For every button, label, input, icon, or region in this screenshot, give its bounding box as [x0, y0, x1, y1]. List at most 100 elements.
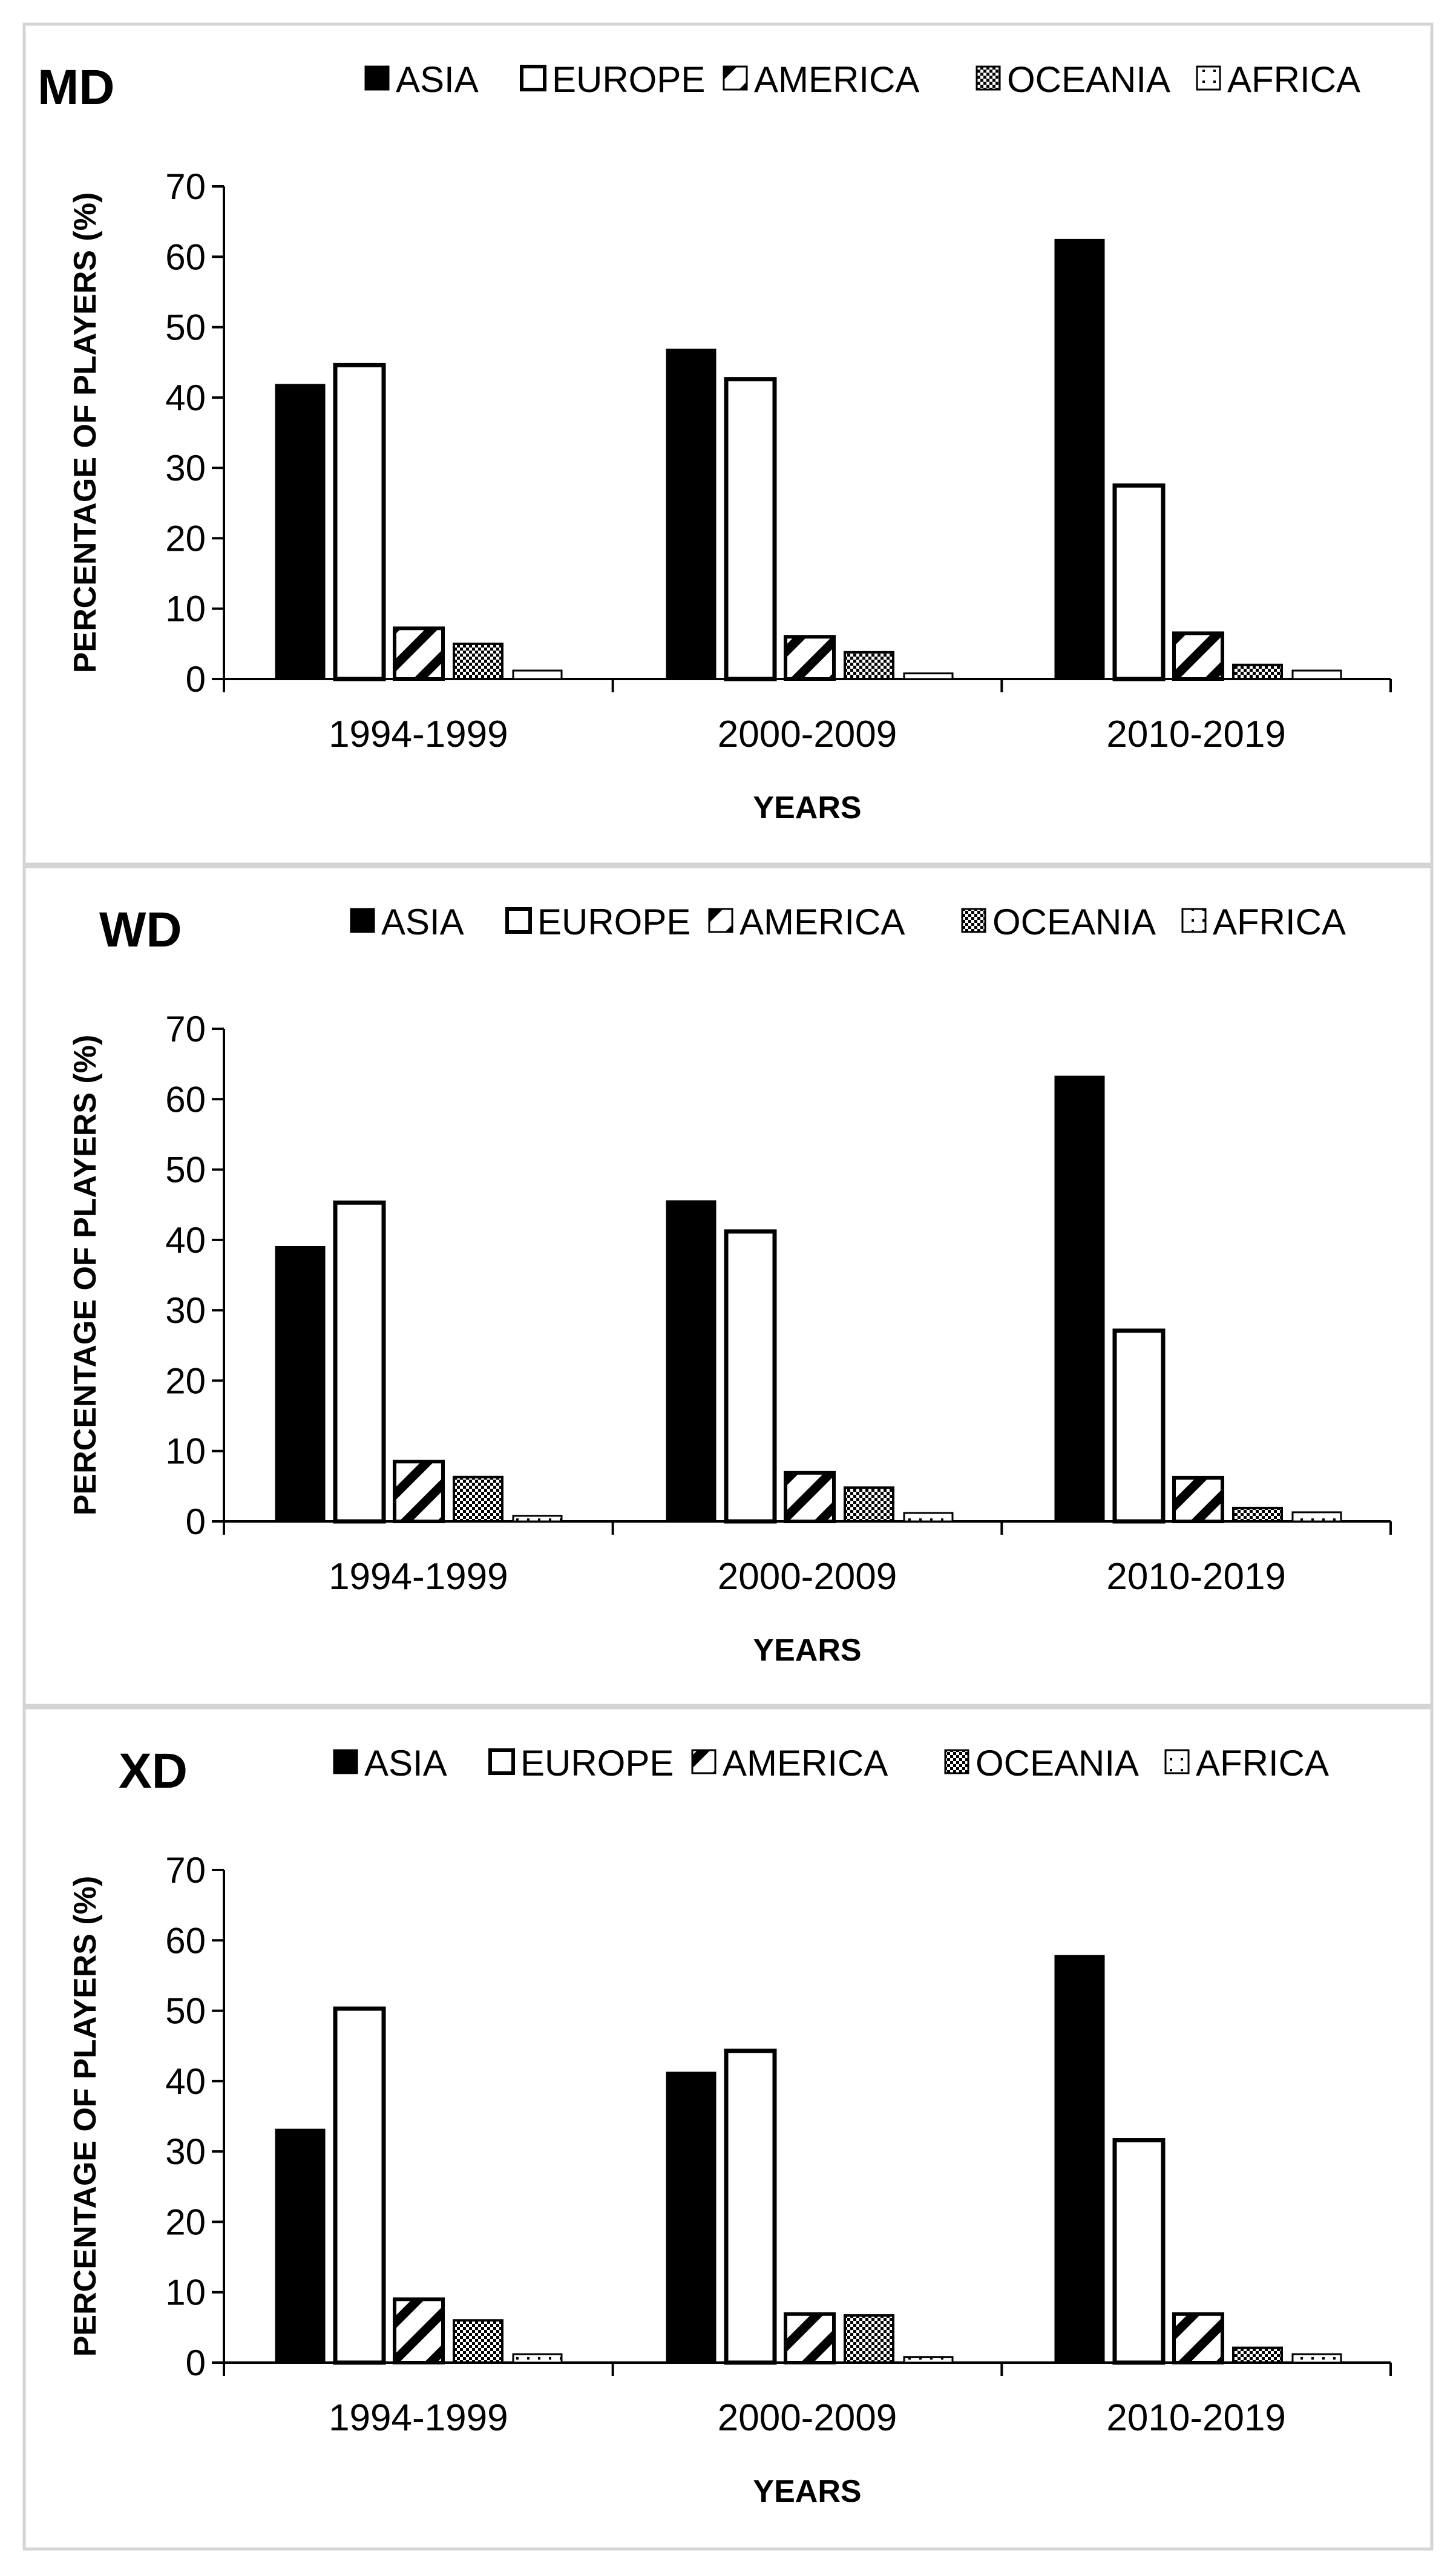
legend-item-america: AMERICA — [723, 59, 919, 100]
y-tick-label: 60 — [165, 1920, 206, 1961]
legend-label: OCEANIA — [976, 1743, 1139, 1783]
legend-swatch-asia — [364, 65, 390, 91]
chart-panel-wd: WD ASIA EUROPE AMERICA OCEANIA AFRICA 0 10 20 30 4… — [22, 865, 1434, 1707]
bar-asia-1994-1999 — [275, 2128, 326, 2364]
legend-item-america: AMERICA — [708, 902, 905, 942]
legend-label: ASIA — [364, 1743, 447, 1783]
bar-asia-1994-1999 — [275, 1245, 326, 1523]
bar-africa-1994-1999 — [512, 669, 563, 680]
bar-oceania-2000-2009 — [844, 1486, 894, 1523]
bar-america-2000-2009 — [784, 635, 836, 681]
bar-europe-2000-2009 — [724, 2049, 777, 2365]
bar-oceania-1994-1999 — [453, 1475, 503, 1523]
legend-label: ASIA — [396, 59, 479, 100]
x-category-label: 2010-2019 — [1106, 2397, 1286, 2439]
y-tick-label: 10 — [165, 589, 206, 629]
legend-item-oceania: OCEANIA — [961, 902, 1156, 942]
legend-swatch-oceania — [976, 65, 1001, 91]
y-tick-label: 50 — [165, 1150, 206, 1190]
y-tick-label: 0 — [186, 659, 206, 700]
x-category-label: 2000-2009 — [718, 2397, 897, 2439]
legend-item-asia: ASIA — [333, 1743, 447, 1783]
legend-item-europe: EUROPE — [520, 59, 705, 100]
x-category-label: 1994-1999 — [329, 714, 508, 755]
y-tick-label: 60 — [165, 1079, 206, 1120]
bar-africa-2000-2009 — [903, 672, 954, 680]
legend-swatch-oceania — [961, 908, 986, 933]
legend-swatch-africa — [1181, 908, 1207, 933]
legend-swatch-africa — [1164, 1749, 1190, 1774]
legend-label: AFRICA — [1213, 902, 1346, 942]
chart-title: WD — [99, 902, 182, 957]
legend-item-africa: AFRICA — [1181, 902, 1346, 942]
legend-label: AMERICA — [739, 902, 905, 942]
bar-asia-2000-2009 — [666, 349, 717, 680]
legend-label: OCEANIA — [1007, 59, 1170, 100]
y-tick-label: 20 — [165, 1360, 206, 1401]
legend-swatch-africa — [1196, 65, 1221, 91]
panel-border — [22, 1706, 1434, 2551]
bar-africa-2010-2019 — [1291, 1511, 1342, 1523]
x-category-label: 2010-2019 — [1106, 714, 1286, 755]
panel-border — [22, 865, 1434, 1707]
legend-swatch-europe — [488, 1748, 515, 1775]
y-tick-label: 0 — [186, 1501, 206, 1542]
y-tick-label: 20 — [165, 2202, 206, 2242]
y-axis-title: PERCENTAGE OF PLAYERS (%) — [68, 1035, 103, 1516]
x-category-label: 1994-1999 — [329, 2397, 508, 2439]
legend-item-oceania: OCEANIA — [976, 59, 1170, 100]
y-tick-label: 50 — [165, 1991, 206, 2032]
bar-europe-2010-2019 — [1112, 1328, 1166, 1524]
bar-america-2000-2009 — [784, 1471, 836, 1524]
chart-panel-md: MD ASIA EUROPE AMERICA OCEANIA AFRICA 0 10 20 30 4… — [22, 22, 1434, 866]
bar-africa-2000-2009 — [903, 2356, 954, 2364]
bar-oceania-2010-2019 — [1232, 663, 1283, 680]
legend-label: EUROPE — [552, 59, 705, 100]
y-axis-title: PERCENTAGE OF PLAYERS (%) — [68, 192, 103, 674]
y-axis-title: PERCENTAGE OF PLAYERS (%) — [68, 1876, 103, 2357]
legend-swatch-america — [723, 65, 748, 91]
panel-border — [22, 22, 1434, 866]
legend-label: AMERICA — [754, 59, 919, 100]
bar-africa-1994-1999 — [512, 1515, 563, 1523]
x-category-label: 1994-1999 — [329, 1556, 508, 1598]
bar-europe-1994-1999 — [333, 363, 386, 681]
x-category-label: 2010-2019 — [1106, 1556, 1286, 1598]
legend-item-europe: EUROPE — [505, 902, 690, 942]
legend-item-asia: ASIA — [350, 902, 464, 942]
x-axis-title: YEARS — [753, 790, 861, 825]
bar-europe-2000-2009 — [724, 1229, 777, 1524]
y-tick-label: 40 — [165, 1220, 206, 1261]
y-tick-label: 40 — [165, 2061, 206, 2102]
bar-america-1994-1999 — [393, 2297, 445, 2364]
bar-asia-2000-2009 — [666, 1200, 717, 1523]
bar-asia-1994-1999 — [275, 384, 326, 680]
bar-america-1994-1999 — [393, 626, 445, 681]
legend-item-oceania: OCEANIA — [944, 1743, 1139, 1783]
y-tick-label: 50 — [165, 307, 206, 348]
y-tick-label: 10 — [165, 1431, 206, 1472]
x-axis-title: YEARS — [753, 1633, 861, 1668]
y-tick-label: 30 — [165, 448, 206, 488]
y-tick-label: 0 — [186, 2343, 206, 2383]
bar-europe-1994-1999 — [333, 2006, 386, 2365]
legend-label: ASIA — [381, 902, 464, 942]
legend-swatch-america — [708, 908, 733, 933]
bar-europe-2000-2009 — [724, 377, 777, 681]
legend-label: OCEANIA — [992, 902, 1156, 942]
y-tick-label: 40 — [165, 378, 206, 418]
bar-oceania-1994-1999 — [453, 642, 503, 681]
bar-europe-1994-1999 — [333, 1200, 386, 1524]
bar-oceania-1994-1999 — [453, 2319, 503, 2364]
legend-swatch-america — [691, 1749, 717, 1774]
bar-oceania-2000-2009 — [844, 651, 894, 680]
bar-america-1994-1999 — [393, 1460, 445, 1524]
legend-item-asia: ASIA — [364, 59, 479, 100]
bar-oceania-2000-2009 — [844, 2314, 894, 2364]
y-tick-label: 30 — [165, 2131, 206, 2172]
y-tick-label: 30 — [165, 1290, 206, 1331]
legend-label: AMERICA — [723, 1743, 888, 1783]
legend-item-africa: AFRICA — [1164, 1743, 1329, 1783]
legend-label: AFRICA — [1196, 1743, 1329, 1783]
